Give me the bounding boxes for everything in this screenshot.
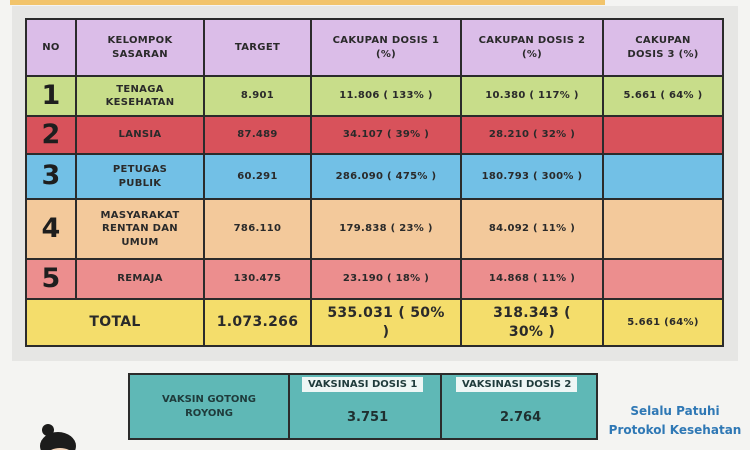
table-cell: 786.110 <box>203 198 312 260</box>
table-cell: MASYARAKAT RENTAN DAN UMUM <box>75 198 205 260</box>
table-cell: 23.190 ( 18% ) <box>310 258 462 300</box>
row-number: 1 <box>25 75 77 117</box>
table-cell: LANSIA <box>75 115 205 155</box>
row-number: 4 <box>25 198 77 260</box>
table-cell: 130.475 <box>203 258 312 300</box>
table-cell: 8.901 <box>203 75 312 117</box>
total-cell: 5.661 (64%) <box>602 298 724 347</box>
table-cell: 60.291 <box>203 153 312 200</box>
header-cell: CAKUPAN DOSIS 2 (%) <box>460 18 604 77</box>
table-cell <box>602 258 724 300</box>
table-cell: PETUGAS PUBLIK <box>75 153 205 200</box>
table-cell: 10.380 ( 117% ) <box>460 75 604 117</box>
table-cell: 87.489 <box>203 115 312 155</box>
footer-message: Selalu Patuhi Protokol Kesehatan <box>608 404 742 437</box>
total-cell: 1.073.266 <box>203 298 312 347</box>
gotong-royong-label: VAKSIN GOTONG ROYONG <box>128 373 290 440</box>
table-cell: 28.210 ( 32% ) <box>460 115 604 155</box>
dose-value: 2.764 <box>500 410 542 425</box>
row-number: 3 <box>25 153 77 200</box>
row-number: 2 <box>25 115 77 155</box>
table-cell: 179.838 ( 23% ) <box>310 198 462 260</box>
table-cell: 286.090 ( 475% ) <box>310 153 462 200</box>
header-cell: CAKUPAN DOSIS 3 (%) <box>602 18 724 77</box>
table-cell: 34.107 ( 39% ) <box>310 115 462 155</box>
table-cell: 11.806 ( 133% ) <box>310 75 462 117</box>
header-cell: CAKUPAN DOSIS 1 (%) <box>310 18 462 77</box>
table-cell: 180.793 ( 300% ) <box>460 153 604 200</box>
header-cell: NO <box>25 18 77 77</box>
table-cell: REMAJA <box>75 258 205 300</box>
table-cell: 84.092 ( 11% ) <box>460 198 604 260</box>
row-number: 5 <box>25 258 77 300</box>
table-cell <box>602 198 724 260</box>
person-illustration <box>40 424 76 450</box>
table-cell: 5.661 ( 64% ) <box>602 75 724 117</box>
dose-value: 3.751 <box>347 410 389 425</box>
table-cell <box>602 153 724 200</box>
dose-label: VAKSINASI DOSIS 1 <box>302 377 424 392</box>
top-bar <box>10 0 605 5</box>
total-cell: 535.031 ( 50% ) <box>310 298 462 347</box>
total-cell: 318.343 ( 30% ) <box>460 298 604 347</box>
dose-label: VAKSINASI DOSIS 2 <box>456 377 578 392</box>
table-cell: TENAGA KESEHATAN <box>75 75 205 117</box>
table-cell: 14.868 ( 11% ) <box>460 258 604 300</box>
header-cell: TARGET <box>203 18 312 77</box>
table-cell <box>602 115 724 155</box>
total-label: TOTAL <box>25 298 205 347</box>
header-cell: KELOMPOK SASARAN <box>75 18 205 77</box>
